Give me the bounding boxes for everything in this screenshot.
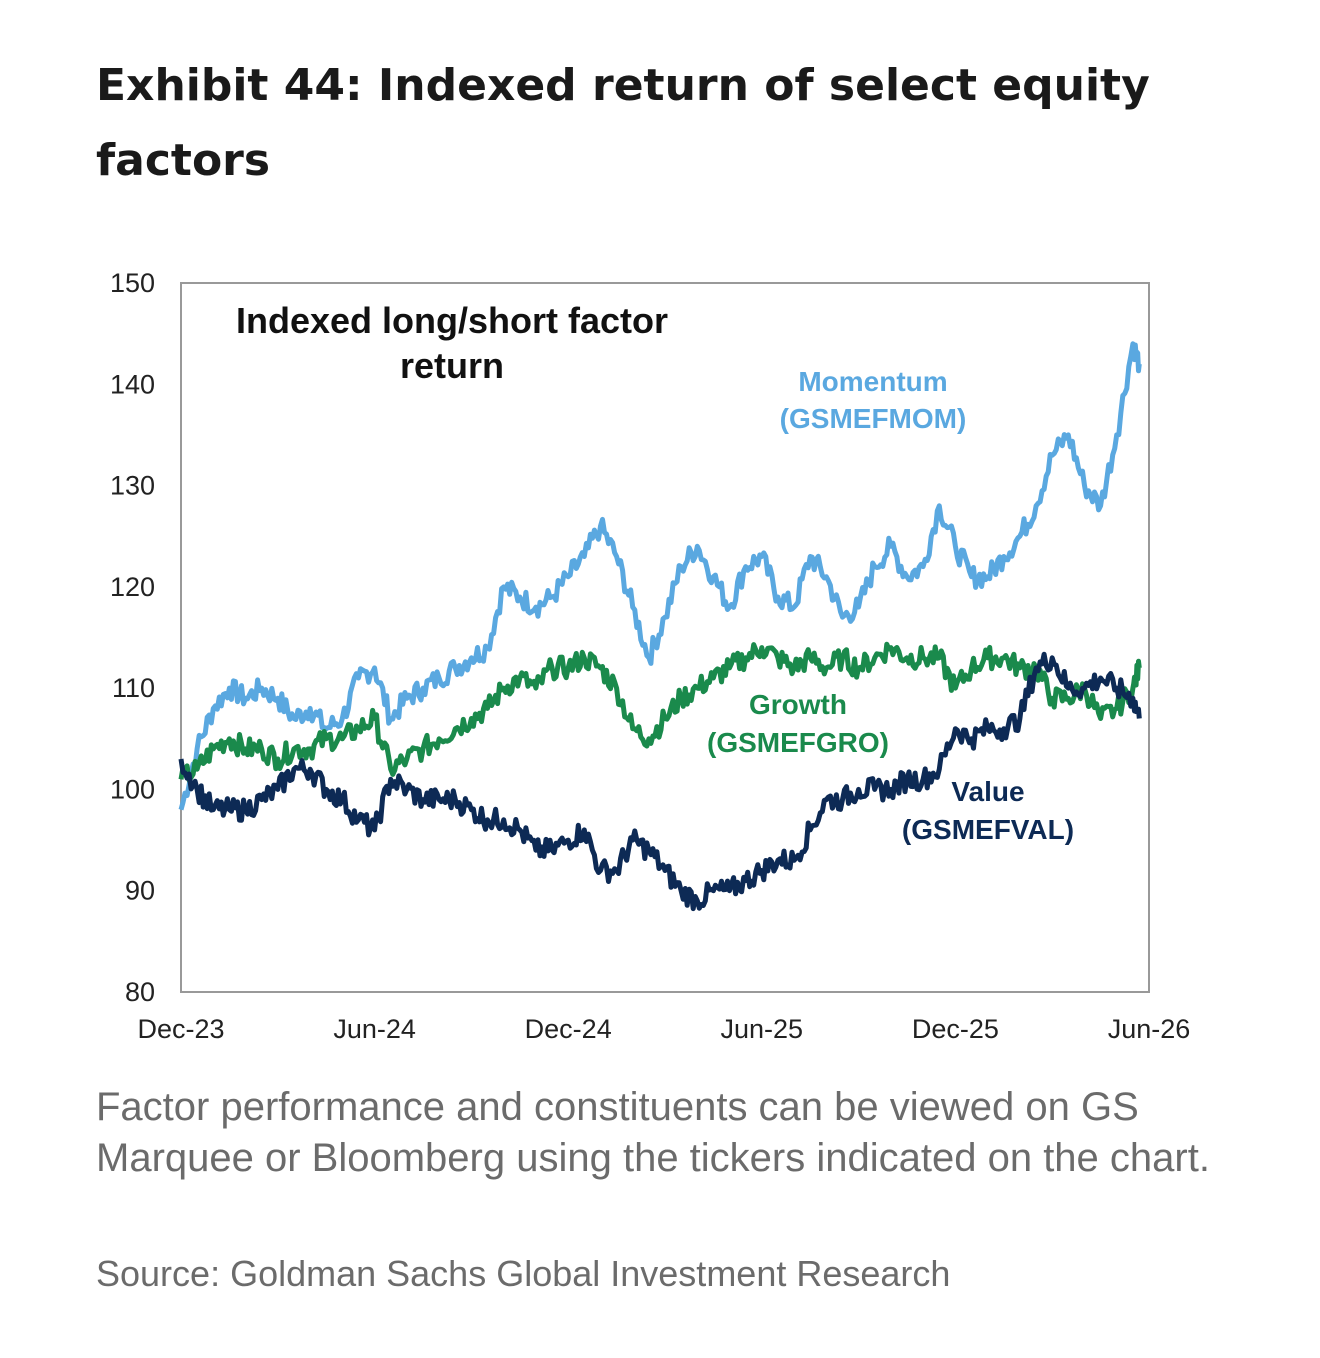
chart-title-line2: return bbox=[400, 345, 504, 386]
chart-title: Indexed long/short factor bbox=[236, 300, 668, 341]
x-tick-label: Dec-24 bbox=[525, 1014, 612, 1044]
growth-label: Growth bbox=[749, 689, 847, 720]
y-tick-label: 130 bbox=[110, 471, 155, 501]
x-tick-label: Dec-23 bbox=[137, 1014, 224, 1044]
value-ticker: (GSMEFVAL) bbox=[902, 814, 1074, 845]
value-label: Value bbox=[951, 776, 1024, 807]
growth-ticker: (GSMEFGRO) bbox=[707, 727, 889, 758]
y-tick-label: 120 bbox=[110, 572, 155, 602]
exhibit-title: Exhibit 44: Indexed return of select equ… bbox=[96, 60, 1150, 186]
y-tick-label: 80 bbox=[125, 977, 155, 1007]
momentum-label: Momentum bbox=[798, 366, 947, 397]
y-tick-label: 150 bbox=[110, 268, 155, 298]
series-line-growth bbox=[178, 641, 1142, 783]
source-note: Source: Goldman Sachs Global Investment … bbox=[96, 1253, 951, 1294]
y-tick-label: 90 bbox=[125, 876, 155, 906]
x-axis: Dec-23 Jun-24 Dec-24 Jun-25 Dec-25 Jun-26 bbox=[137, 1014, 1190, 1044]
series-lines bbox=[178, 341, 1142, 912]
chart-caption: Factor performance and constituents can … bbox=[96, 1085, 1210, 1180]
y-tick-label: 140 bbox=[110, 369, 155, 399]
y-tick-label: 100 bbox=[110, 774, 155, 804]
x-tick-label: Jun-26 bbox=[1108, 1014, 1191, 1044]
x-tick-label: Dec-25 bbox=[912, 1014, 999, 1044]
y-tick-label: 110 bbox=[112, 673, 155, 703]
series-line-value bbox=[178, 651, 1142, 912]
series-line-momentum bbox=[178, 341, 1142, 811]
momentum-ticker: (GSMEFMOM) bbox=[780, 403, 967, 434]
plot-frame bbox=[180, 282, 1150, 993]
x-tick-label: Jun-24 bbox=[333, 1014, 416, 1044]
x-tick-label: Jun-25 bbox=[721, 1014, 804, 1044]
y-axis: 80 90 100 110 120 130 140 150 bbox=[110, 268, 155, 1007]
